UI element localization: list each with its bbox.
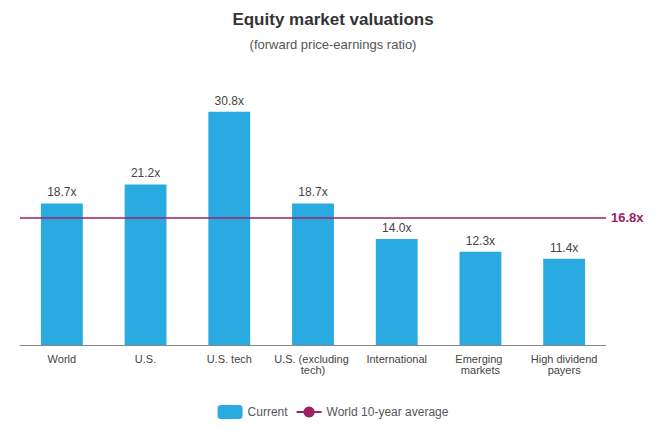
svg-text:Emerging: Emerging xyxy=(455,352,506,365)
svg-text:U.S. (excluding: U.S. (excluding xyxy=(274,352,352,365)
svg-text:World: World xyxy=(48,353,77,365)
svg-text:16.8x: 16.8x xyxy=(611,210,644,225)
svg-text:U.S.: U.S. xyxy=(135,353,156,365)
svg-text:markets: markets xyxy=(461,364,501,376)
svg-text:payers: payers xyxy=(548,364,582,376)
svg-text:14.0x: 14.0x xyxy=(382,221,411,235)
svg-text:(forward price-earnings ratio): (forward price-earnings ratio) xyxy=(250,37,417,52)
svg-text:30.8x: 30.8x xyxy=(215,94,244,108)
svg-text:International: International xyxy=(366,353,427,365)
svg-text:High dividend: High dividend xyxy=(530,352,598,365)
svg-text:Equity market valuations: Equity market valuations xyxy=(232,10,433,29)
svg-text:11.4x: 11.4x xyxy=(550,241,578,255)
svg-text:U.S. tech: U.S. tech xyxy=(207,353,252,365)
svg-text:tech): tech) xyxy=(301,364,325,376)
svg-text:Current: Current xyxy=(248,405,289,419)
svg-text:World 10-year average: World 10-year average xyxy=(327,405,449,419)
svg-text:12.3x: 12.3x xyxy=(466,234,495,248)
svg-text:18.7x: 18.7x xyxy=(298,185,327,199)
svg-text:21.2x: 21.2x xyxy=(131,166,160,180)
svg-text:18.7x: 18.7x xyxy=(47,185,76,199)
